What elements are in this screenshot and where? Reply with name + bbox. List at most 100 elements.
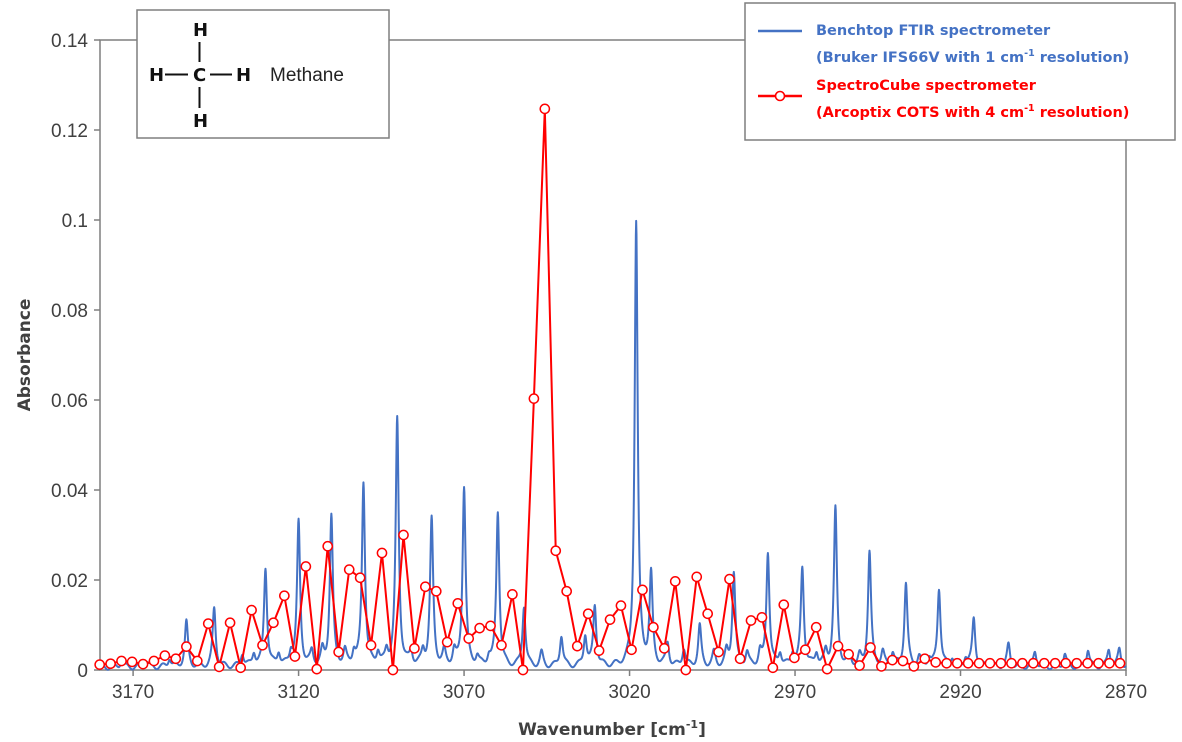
spectrocube-data-point	[756, 612, 768, 623]
spectrocube-data-point	[213, 661, 225, 673]
atom-h-top: H	[193, 20, 208, 41]
x-tick-label: 3070	[443, 682, 485, 703]
spectrocube-data-point	[398, 529, 409, 541]
spectrocube-data-point	[1060, 657, 1072, 669]
legend-label-benchtop-line2: (Bruker IFS66V with 1 cm-1 resolution)	[816, 48, 1129, 66]
spectrocube-data-point	[626, 644, 637, 656]
atom-h-bottom: H	[193, 111, 208, 132]
spectrocube-data-point	[713, 646, 724, 658]
spectrocube-data-point	[745, 615, 757, 626]
spectrocube-data-point	[507, 589, 518, 600]
spectrocube-data-point	[886, 654, 898, 666]
spectrocube-data-point	[300, 561, 312, 572]
spectrocube-data-point	[832, 640, 844, 652]
spectrocube-data-point	[973, 657, 985, 669]
atom-h-left: H	[149, 65, 164, 86]
spectrocube-data-point	[181, 641, 192, 652]
spectrocube-data-point	[170, 653, 182, 665]
y-axis-title: Absorbance	[15, 299, 35, 412]
spectrocube-data-point	[1027, 657, 1039, 669]
spectrocube-data-point	[116, 655, 127, 667]
spectrocube-data-point	[419, 581, 431, 593]
spectrocube-data-point	[354, 572, 366, 584]
legend-marker-spectrocube	[774, 90, 786, 102]
legend-benchtop-l2-pre: (Bruker IFS66V with 1 cm	[816, 50, 1024, 66]
spectrocube-data-point	[311, 663, 323, 675]
spectrocube-data-point	[669, 576, 681, 587]
spectrocube-data-point	[571, 640, 583, 652]
legend-label-spectrocube-line2: (Arcoptix COTS with 4 cm-1 resolution)	[816, 103, 1129, 121]
y-tick-label: 0.08	[51, 301, 88, 322]
spectrocube-data-point	[1038, 657, 1050, 669]
spectrocube-data-point	[930, 657, 942, 668]
spectrocube-data-point	[279, 590, 290, 602]
y-tick-label: 0.04	[51, 481, 88, 502]
series-layer	[94, 103, 1127, 676]
spectrocube-data-point	[191, 655, 203, 667]
spectrocube-data-point	[691, 571, 703, 583]
spectrocube-data-point	[648, 621, 659, 633]
spectrocube-data-point	[821, 663, 833, 675]
legend-spectrocube-l2-pre: (Arcoptix COTS with 4 cm	[816, 105, 1024, 121]
legend-benchtop-l2-post: resolution)	[1035, 50, 1130, 66]
spectrocube-data-point	[680, 664, 692, 676]
spectrocube-data-point	[235, 662, 247, 674]
x-axis-title-superscript: -1	[686, 718, 698, 731]
legend-box	[744, 2, 1176, 141]
spectrocube-data-point	[778, 599, 790, 611]
spectrocube-data-point	[941, 657, 952, 669]
spectrocube-data-point	[951, 657, 963, 669]
spectrocube-data-point	[843, 648, 855, 660]
spectrocube-data-point	[1114, 657, 1126, 669]
x-axis-title-close: ]	[698, 720, 706, 740]
legend-spectrocube-l2-sup: -1	[1024, 103, 1035, 114]
y-tick-label: 0.06	[51, 391, 88, 412]
legend-label-spectrocube-line1: SpectroCube spectrometer	[816, 78, 1037, 94]
spectrocube-data-point	[528, 393, 540, 404]
spectrocube-data-point	[202, 618, 214, 630]
spectrocube-data-point	[430, 585, 442, 597]
spectrocube-data-point	[1017, 657, 1028, 669]
spectrocube-data-point	[159, 650, 171, 661]
spectrocube-data-point	[897, 655, 909, 667]
spectrocube-data-point	[658, 643, 670, 654]
spectrocube-data-point	[268, 617, 279, 629]
spectrocube-data-point	[724, 573, 735, 585]
spectrocube-data-point	[1082, 657, 1093, 669]
spectrocube-data-point	[876, 661, 887, 672]
spectrocube-data-point	[1049, 657, 1061, 669]
spectrocube-data-point	[637, 584, 648, 596]
spectrocube-data-point	[799, 644, 811, 656]
y-tick-label: 0.02	[51, 571, 88, 592]
x-tick-label: 3020	[608, 682, 650, 703]
spectrocube-data-point	[561, 585, 573, 597]
legend: Benchtop FTIR spectrometer (Bruker IFS66…	[744, 2, 1176, 141]
spectrocube-data-point	[452, 598, 464, 609]
spectrocube-data-point	[376, 547, 388, 559]
x-axis-title-main: Wavenumber [cm	[518, 720, 686, 740]
spectrocube-data-point	[126, 656, 138, 668]
x-tick-label: 2920	[939, 682, 981, 703]
molecule-name: Methane	[270, 65, 344, 86]
plot-area-frame	[99, 39, 1127, 671]
spectrocube-data-point	[539, 103, 551, 115]
spectrocube-data-point	[105, 658, 116, 670]
spectrocube-data-point	[94, 659, 106, 670]
spectrocube-data-point	[474, 622, 485, 634]
spectrocube-data-point	[865, 642, 876, 653]
spectrocube-data-point	[343, 564, 355, 576]
spectrocube-data-point	[322, 540, 334, 552]
spectrocube-data-point	[496, 639, 507, 651]
spectrocube-data-point	[409, 643, 420, 654]
spectrocube-data-point	[485, 620, 496, 632]
molecule-inset: H H C H H Methane	[136, 9, 390, 139]
spectrocube-data-point	[604, 614, 616, 625]
spectrocube-data-point	[702, 608, 714, 620]
spectrocube-data-point	[810, 621, 822, 633]
spectrocube-data-point	[257, 639, 268, 651]
spectrocube-data-point	[224, 617, 236, 629]
spectrocube-data-point	[441, 636, 453, 648]
spectrocube-data-point	[1071, 657, 1083, 669]
spectrocube-data-point	[593, 645, 605, 657]
